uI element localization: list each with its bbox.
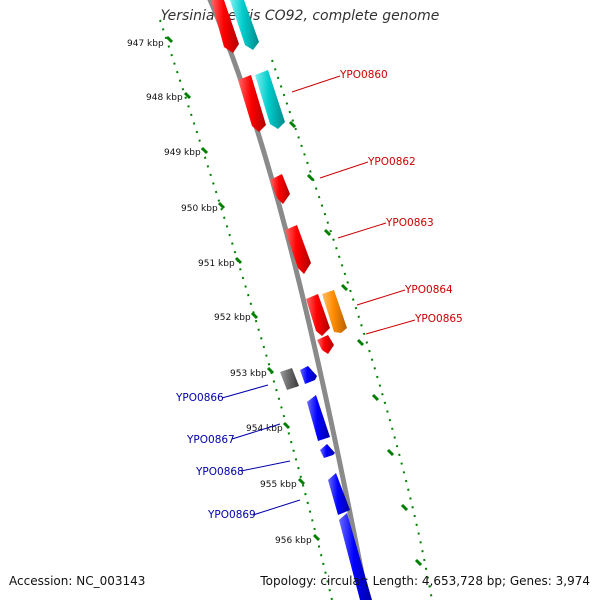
forward-gene-labels: YPO0860 YPO0862 YPO0863 YPO0864 YPO0865 (339, 69, 463, 325)
other-feature (322, 290, 347, 333)
tick-956 (312, 533, 321, 542)
reverse-gene-labels: YPO0866 YPO0867 YPO0868 YPO0869 (175, 392, 256, 521)
tick-952 (250, 311, 259, 320)
forward-strand-features (211, 0, 347, 354)
tick-label: 950 kbp (181, 204, 218, 214)
gene-label: YPO0865 (414, 313, 463, 325)
tick-label: 952 kbp (214, 313, 251, 323)
gene-feature (317, 335, 334, 354)
gene-label: YPO0862 (367, 156, 416, 168)
gene-feature (307, 395, 330, 441)
gene-feature (328, 473, 350, 515)
gene-feature (300, 366, 317, 384)
tick-954 (282, 421, 291, 430)
gene-feature (320, 444, 335, 458)
gene-feature (306, 294, 330, 336)
tick-label: 947 kbp (127, 39, 164, 49)
gene-feature (339, 513, 372, 600)
tick-label: 948 kbp (146, 93, 183, 103)
gene-label: YPO0868 (195, 466, 244, 478)
tick-label: 955 kbp (260, 480, 297, 490)
accession-text: Accession: NC_003143 (9, 574, 146, 588)
gene-feature (285, 225, 311, 274)
gene-feature (238, 75, 266, 132)
tick-label: 956 kbp (275, 536, 312, 546)
gene-feature (270, 174, 290, 204)
forward-label-leaders (291, 75, 416, 335)
gene-label: YPO0863 (385, 217, 434, 229)
gene-feature (211, 0, 239, 53)
outer-tick-track (271, 59, 433, 600)
tick-949 (200, 146, 209, 155)
gene-label: YPO0867 (186, 434, 235, 446)
tick-label: 951 kbp (198, 259, 235, 269)
genome-summary-text: Topology: circular; Length: 4,653,728 bp… (260, 574, 590, 588)
tick-948 (183, 91, 192, 100)
tick-947 (165, 35, 174, 44)
outer-major-ticks (288, 120, 423, 567)
rna-feature (255, 70, 285, 129)
tick-951 (234, 256, 243, 265)
tick-955 (297, 477, 306, 486)
tick-953 (266, 366, 275, 375)
reverse-label-leaders (221, 384, 301, 516)
rna-feature (230, 0, 259, 50)
tick-label: 953 kbp (230, 369, 267, 379)
inner-tick-track (159, 19, 333, 600)
gene-label: YPO0864 (404, 284, 453, 296)
tick-label: 949 kbp (164, 148, 201, 158)
tick-950 (217, 201, 226, 210)
gene-label: YPO0860 (339, 69, 388, 81)
gene-label: YPO0866 (175, 392, 224, 404)
inner-major-ticks (165, 35, 321, 542)
other-feature (280, 368, 299, 390)
gene-label: YPO0869 (207, 509, 256, 521)
reverse-strand-features (280, 366, 372, 600)
